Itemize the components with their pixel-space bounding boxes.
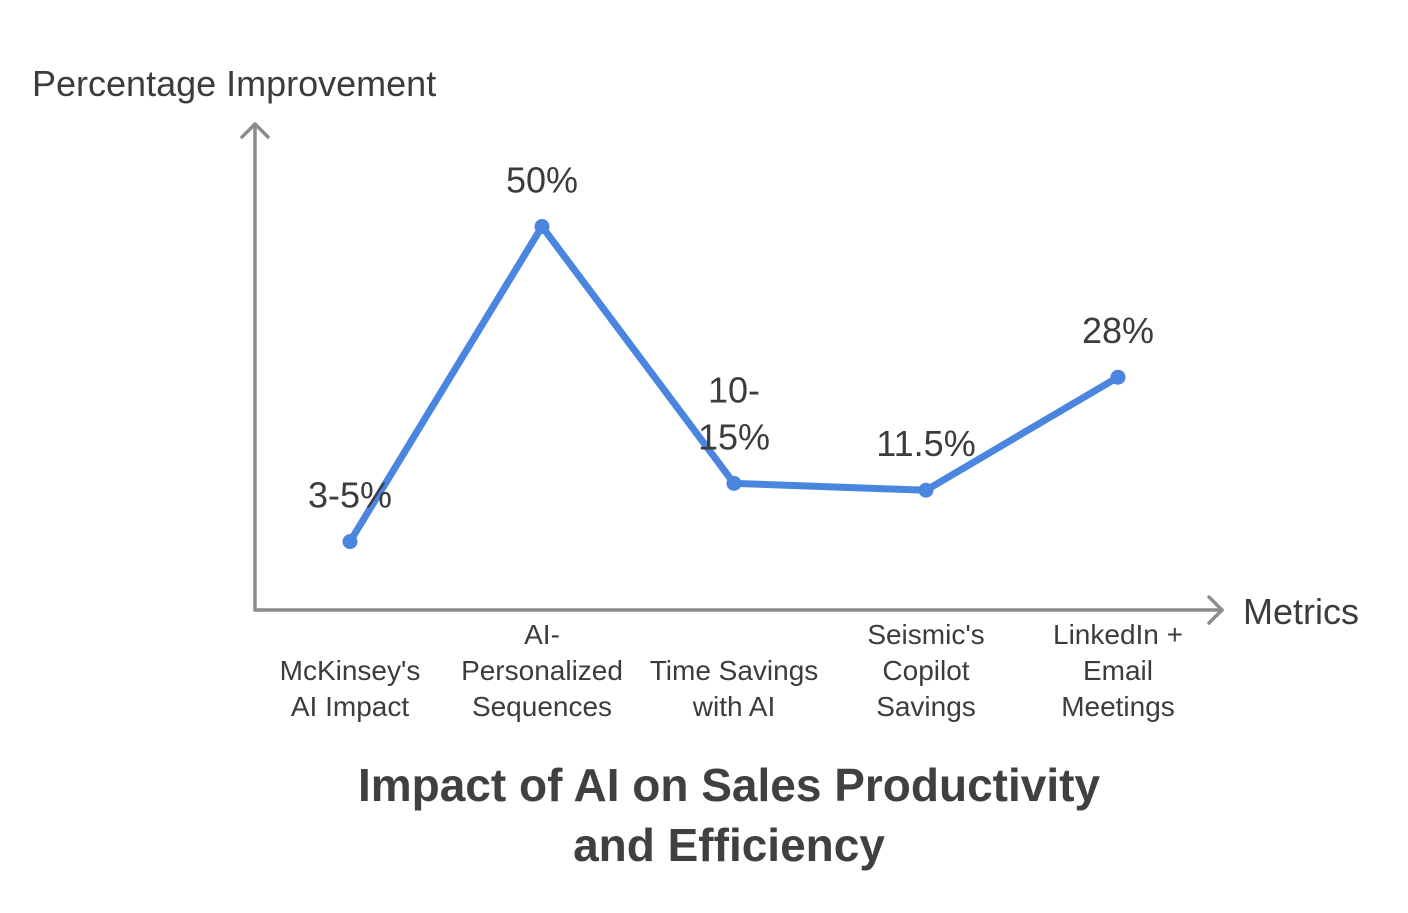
x-tick-label-line: AI- [524,619,560,650]
data-label-line: 28% [1082,310,1154,351]
axes [240,122,1224,625]
data-labels: 3-5%50%10-15% 11.5%28% [308,160,1154,516]
x-tick-label: AI- Personalized Sequences [461,619,623,722]
data-label-line: 15% [698,416,770,457]
data-label: 10-15% [698,369,770,457]
y-axis-title: Percentage Improvement [32,63,436,104]
x-tick-label-line: Personalized [461,655,623,686]
data-point [534,219,550,234]
x-tick-label-line: Seismic's [867,619,984,650]
x-tick-label: McKinsey's AI Impact [280,655,421,722]
y-axis-arrow-icon [240,122,270,139]
x-tick-label-line: Sequences [472,691,612,722]
x-axis-title: Metrics [1243,591,1359,632]
chart-title: Impact of AI on Sales Productivity and Ef… [358,759,1101,871]
series [342,219,1126,550]
data-point [726,475,742,491]
x-tick-label-line: Savings [876,691,976,722]
x-axis-arrow-icon [1207,595,1224,625]
x-tick-label-line: Email [1083,655,1153,686]
x-tick-label-line: Copilot [882,655,969,686]
x-tick-label: Time Savings with AI [650,655,819,722]
x-tick-label: Seismic's Copilot Savings [867,619,984,722]
data-label: 3-5% [308,475,392,516]
x-tick-label-line: AI Impact [291,691,409,722]
data-label: 28% [1082,310,1154,351]
data-point [918,482,934,498]
x-tick-label-line: LinkedIn + [1053,619,1183,650]
data-label: 50% [506,160,578,201]
data-label-line: 3-5% [308,475,392,516]
data-label-line: 10- [708,369,760,410]
data-point [342,534,358,550]
x-tick-label-line: with AI [692,691,775,722]
data-label: 11.5% [876,423,975,464]
x-tick-label-line: Time Savings [650,655,819,686]
x-tick-label-line: McKinsey's [280,655,421,686]
data-label-line: 50% [506,160,578,201]
data-point [1110,369,1126,385]
data-label-line: 11.5% [876,423,975,464]
x-tick-label: LinkedIn + Email Meetings [1053,619,1183,722]
x-tick-labels: McKinsey's AI Impact AI- Personalized Sequen… [280,619,1183,722]
x-tick-label-line: Meetings [1061,691,1175,722]
chart-title-line: and Efficiency [573,819,885,871]
chart-title-line: Impact of AI on Sales Productivity [358,759,1101,811]
